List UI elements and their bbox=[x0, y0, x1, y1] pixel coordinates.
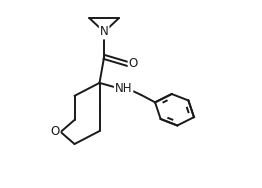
Text: O: O bbox=[50, 125, 60, 139]
Text: N: N bbox=[100, 25, 108, 39]
Text: O: O bbox=[129, 57, 138, 70]
Text: NH: NH bbox=[115, 82, 132, 95]
